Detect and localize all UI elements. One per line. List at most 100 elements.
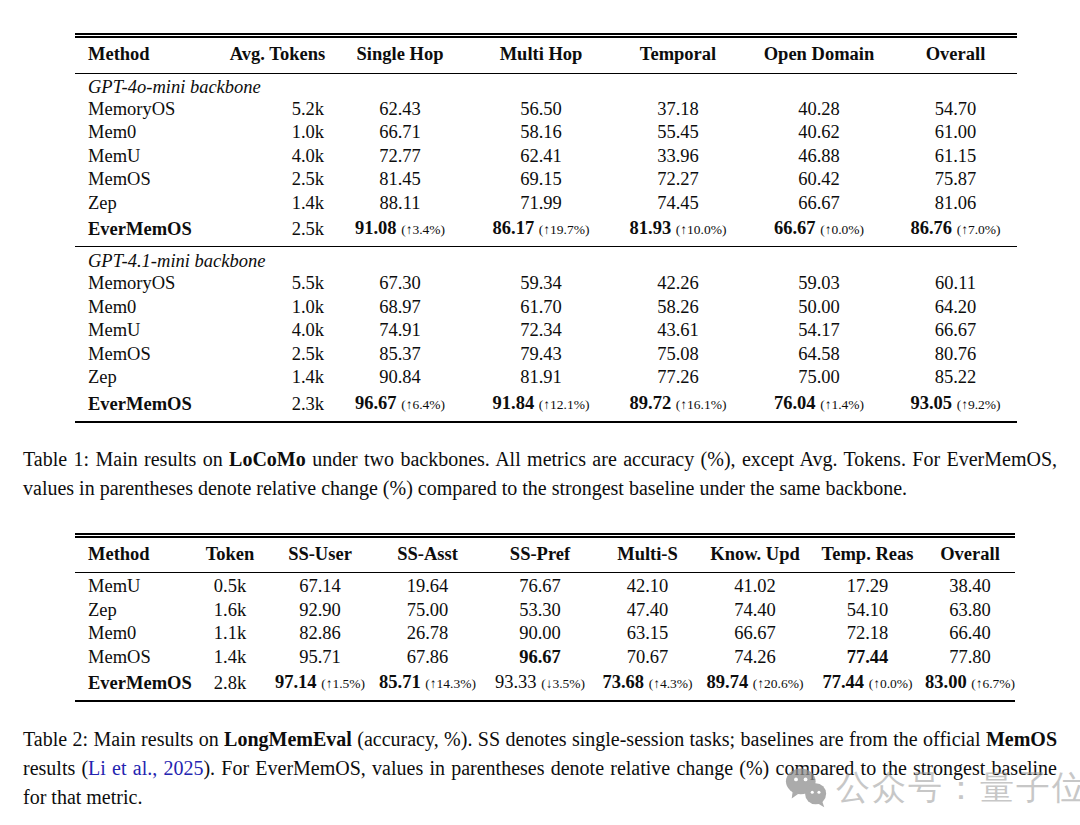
value-cell: 89.74 (↑20.6%) [700,669,810,701]
value-cell: 88.11 [330,192,470,216]
value-cell: 1.4k [225,192,330,216]
value-cell: 2.5k [225,343,330,367]
value-cell: 72.18 [810,622,925,646]
value-cell: 66.71 [330,121,470,145]
value-cell: 38.40 [925,573,1015,599]
table-row: MemoryOS 5.5k 67.30 59.34 42.26 59.03 60… [75,272,1017,296]
col-header-method: Method [75,535,190,573]
value-cell: 1.4k [225,366,330,390]
best-value: 86.76 [910,218,952,238]
backbone-label: GPT-4.1-mini backbone [75,247,1017,273]
value-cell: 62.43 [330,98,470,122]
value-cell: 72.34 [470,319,612,343]
value-cell: 75.00 [744,366,894,390]
method-cell: MemU [75,145,225,169]
value-cell: 42.26 [612,272,744,296]
value-cell: 42.10 [595,573,700,599]
method-cell: MemOS [75,168,225,192]
col-header-multi-s: Multi-S [595,535,700,573]
table-row: MemOS 2.5k 81.45 69.15 72.27 60.42 75.87 [75,168,1017,192]
value-cell: 73.68 (↑4.3%) [595,669,700,701]
value-cell: 61.15 [894,145,1017,169]
col-header-know-upd: Know. Upd [700,535,810,573]
value-cell: 72.77 [330,145,470,169]
delta-value: (↑20.6%) [753,676,804,691]
value-cell: 4.0k [225,145,330,169]
delta-value: (↑0.0%) [869,676,913,691]
col-header-temp-reas: Temp. Reas [810,535,925,573]
value-cell: 59.03 [744,272,894,296]
value-cell: 81.06 [894,192,1017,216]
value-cell: 33.96 [612,145,744,169]
value-cell: 1.0k [225,121,330,145]
delta-value: (↑4.3%) [649,676,693,691]
col-header-overall: Overall [925,535,1015,573]
value-cell: 76.04 (↑1.4%) [744,390,894,422]
table-header-row: Method Token SS-User SS-Asst SS-Pref Mul… [75,535,1015,573]
method-cell: Mem0 [75,121,225,145]
best-value: 91.84 [493,393,535,413]
col-header-ss-asst: SS-Asst [370,535,485,573]
value-cell: 93.33 (↓3.5%) [485,669,595,701]
value-cell: 74.26 [700,646,810,670]
value-cell: 54.70 [894,98,1017,122]
delta-value: (↑1.4%) [820,397,864,412]
method-cell: MemU [75,319,225,343]
value-cell: 60.11 [894,272,1017,296]
delta-value: (↑14.3%) [425,676,476,691]
value-cell-best: 77.44 [810,646,925,670]
method-cell: Zep [75,366,225,390]
value-cell: 74.45 [612,192,744,216]
value-cell: 77.26 [612,366,744,390]
value-cell: 81.93 (↑10.0%) [612,215,744,247]
table-locomo-results: Method Avg. Tokens Single Hop Multi Hop … [75,33,1017,423]
table-row: MemOS 1.4k 95.71 67.86 96.67 70.67 74.26… [75,646,1015,670]
value-cell: 75.08 [612,343,744,367]
value-cell: 74.91 [330,319,470,343]
value-cell: 43.61 [612,319,744,343]
best-value: 89.72 [630,393,672,413]
value-cell: 41.02 [700,573,810,599]
value-cell: 85.22 [894,366,1017,390]
value-cell: 58.26 [612,296,744,320]
method-cell: Mem0 [75,296,225,320]
value-cell: 17.29 [810,573,925,599]
value-cell: 62.41 [470,145,612,169]
value-cell: 1.4k [190,646,270,670]
value-cell: 66.67 [894,319,1017,343]
best-value: 93.05 [910,393,952,413]
value-cell: 1.6k [190,599,270,623]
value-cell: 77.44 (↑0.0%) [810,669,925,701]
method-cell: MemOS [75,343,225,367]
value-cell: 86.76 (↑7.0%) [894,215,1017,247]
value-cell: 80.76 [894,343,1017,367]
table-row-evermemos: EverMemOS 2.8k 97.14 (↑1.5%) 85.71 (↑14.… [75,669,1015,701]
value-cell: 2.8k [190,669,270,701]
table-row: Mem0 1.0k 68.97 61.70 58.26 50.00 64.20 [75,296,1017,320]
value-cell: 70.67 [595,646,700,670]
value-cell: 26.78 [370,622,485,646]
table-row: Mem0 1.1k 82.86 26.78 90.00 63.15 66.67 … [75,622,1015,646]
value-cell: 66.40 [925,622,1015,646]
value-cell: 91.08 (↑3.4%) [330,215,470,247]
delta-value: (↑7.0%) [957,222,1001,237]
method-cell: MemU [75,573,190,599]
method-cell: Mem0 [75,622,190,646]
value-cell: 2.5k [225,215,330,247]
value-cell: 5.2k [225,98,330,122]
value-cell: 54.17 [744,319,894,343]
method-cell: Zep [75,192,225,216]
value-cell: 61.70 [470,296,612,320]
value-cell: 75.87 [894,168,1017,192]
value-cell: 53.30 [485,599,595,623]
value-cell: 77.80 [925,646,1015,670]
value-cell: 1.1k [190,622,270,646]
citation-link[interactable]: Li et al., 2025 [88,757,203,779]
col-header-single-hop: Single Hop [330,36,470,74]
value-cell: 93.05 (↑9.2%) [894,390,1017,422]
best-value: 73.68 [602,672,644,692]
best-value: 86.17 [493,218,535,238]
best-value: 85.71 [379,672,421,692]
value-cell: 56.50 [470,98,612,122]
table-header-row: Method Avg. Tokens Single Hop Multi Hop … [75,36,1017,74]
